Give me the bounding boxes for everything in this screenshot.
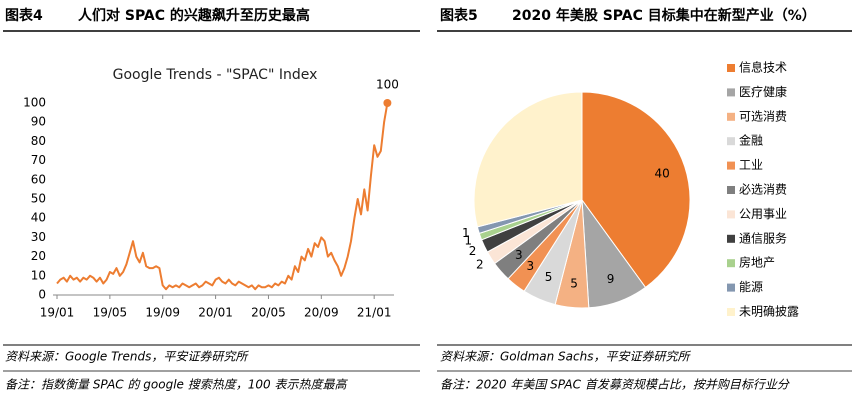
x-tick-label: 19/05 [93, 306, 128, 320]
data-label: 1 [462, 226, 470, 240]
x-tick-label: 20/09 [304, 306, 339, 320]
legend-label: 医疗健康 [739, 84, 787, 99]
x-tick-label: 19/01 [40, 306, 75, 320]
y-tick-label: 100 [23, 96, 46, 110]
source: 资料来源：Goldman Sachs，平安证券研究所 [440, 350, 691, 364]
x-tick-label: 20/05 [251, 306, 286, 320]
data-label: 5 [545, 270, 553, 284]
y-tick-label: 50 [31, 192, 46, 206]
y-tick-label: 10 [31, 268, 46, 282]
data-label: 5 [570, 276, 578, 290]
legend-swatch [727, 112, 735, 121]
data-label: 9 [607, 272, 615, 286]
y-tick-label: 20 [31, 249, 46, 263]
y-tick-label: 0 [38, 288, 46, 302]
legend-swatch [727, 259, 735, 268]
y-tick-label: 40 [31, 211, 46, 225]
legend-swatch [727, 64, 735, 72]
figure-label: 图表4 [5, 7, 43, 24]
data-label: 40 [654, 166, 669, 180]
legend-swatch [727, 161, 735, 170]
figure-label: 图表5 [440, 7, 478, 24]
y-tick-label: 30 [31, 230, 46, 244]
x-tick-label: 21/01 [357, 306, 392, 320]
right-panel: 图表5 2020 年美股 SPAC 目标集中在新型产业（%） 资料来源：Gold… [437, 7, 852, 392]
legend-label: 通信服务 [739, 230, 787, 245]
chart-title: Google Trends - "SPAC" Index [113, 67, 318, 83]
legend-label: 金融 [739, 133, 763, 148]
legend-label: 公用事业 [739, 207, 787, 221]
figure-heading: 2020 年美股 SPAC 目标集中在新型产业（%） [512, 7, 816, 24]
data-label: 2 [469, 244, 477, 258]
legend-swatch [727, 88, 735, 97]
x-tick-label: 20/01 [198, 306, 233, 320]
y-tick-label: 60 [31, 172, 46, 186]
legend-label: 可选消费 [739, 109, 787, 123]
data-label: 1 [464, 233, 472, 247]
end-marker [383, 99, 392, 107]
y-tick-label: 90 [31, 115, 46, 129]
pie-slice [581, 91, 691, 289]
figure-heading: 人们对 SPAC 的兴趣飙升至历史最高 [78, 7, 310, 24]
legend-swatch [727, 137, 735, 146]
y-tick-label: 80 [31, 134, 46, 148]
data-label: 2 [476, 257, 484, 271]
data-label: 3 [515, 248, 523, 262]
legend-label: 未明确披露 [739, 305, 799, 319]
charts: Google Trends - "SPAC" Index 0 10 20 30 40 50 6… [23, 60, 799, 320]
legend-swatch [727, 308, 735, 316]
x-tick-label: 19/09 [145, 306, 180, 320]
note: 备注：指数衡量 SPAC 的 google 搜索热度，100 表示热度最高 [5, 378, 348, 392]
legend-swatch [727, 283, 735, 292]
legend-swatch [727, 210, 735, 219]
data-label: 3 [527, 259, 535, 273]
legend-swatch [727, 234, 735, 243]
pie-slice [473, 91, 583, 228]
legend-label: 能源 [739, 280, 763, 294]
annotation: 100 [376, 78, 399, 92]
source: 资料来源：Google Trends，平安证券研究所 [5, 350, 249, 364]
legend-label: 必选消费 [739, 183, 787, 197]
legend-label: 信息技术 [739, 60, 787, 75]
note: 备注：2020 年美国 SPAC 首发募资规模占比，按并购目标行业分 [440, 378, 790, 392]
left-panel: 图表4 人们对 SPAC 的兴趣飙升至历史最高 资料来源：Google Tren… [3, 7, 420, 392]
legend-swatch [727, 186, 735, 194]
legend-label: 工业 [739, 158, 763, 172]
y-tick-label: 70 [31, 153, 46, 167]
line-series [56, 102, 389, 291]
legend-label: 房地产 [739, 255, 775, 270]
